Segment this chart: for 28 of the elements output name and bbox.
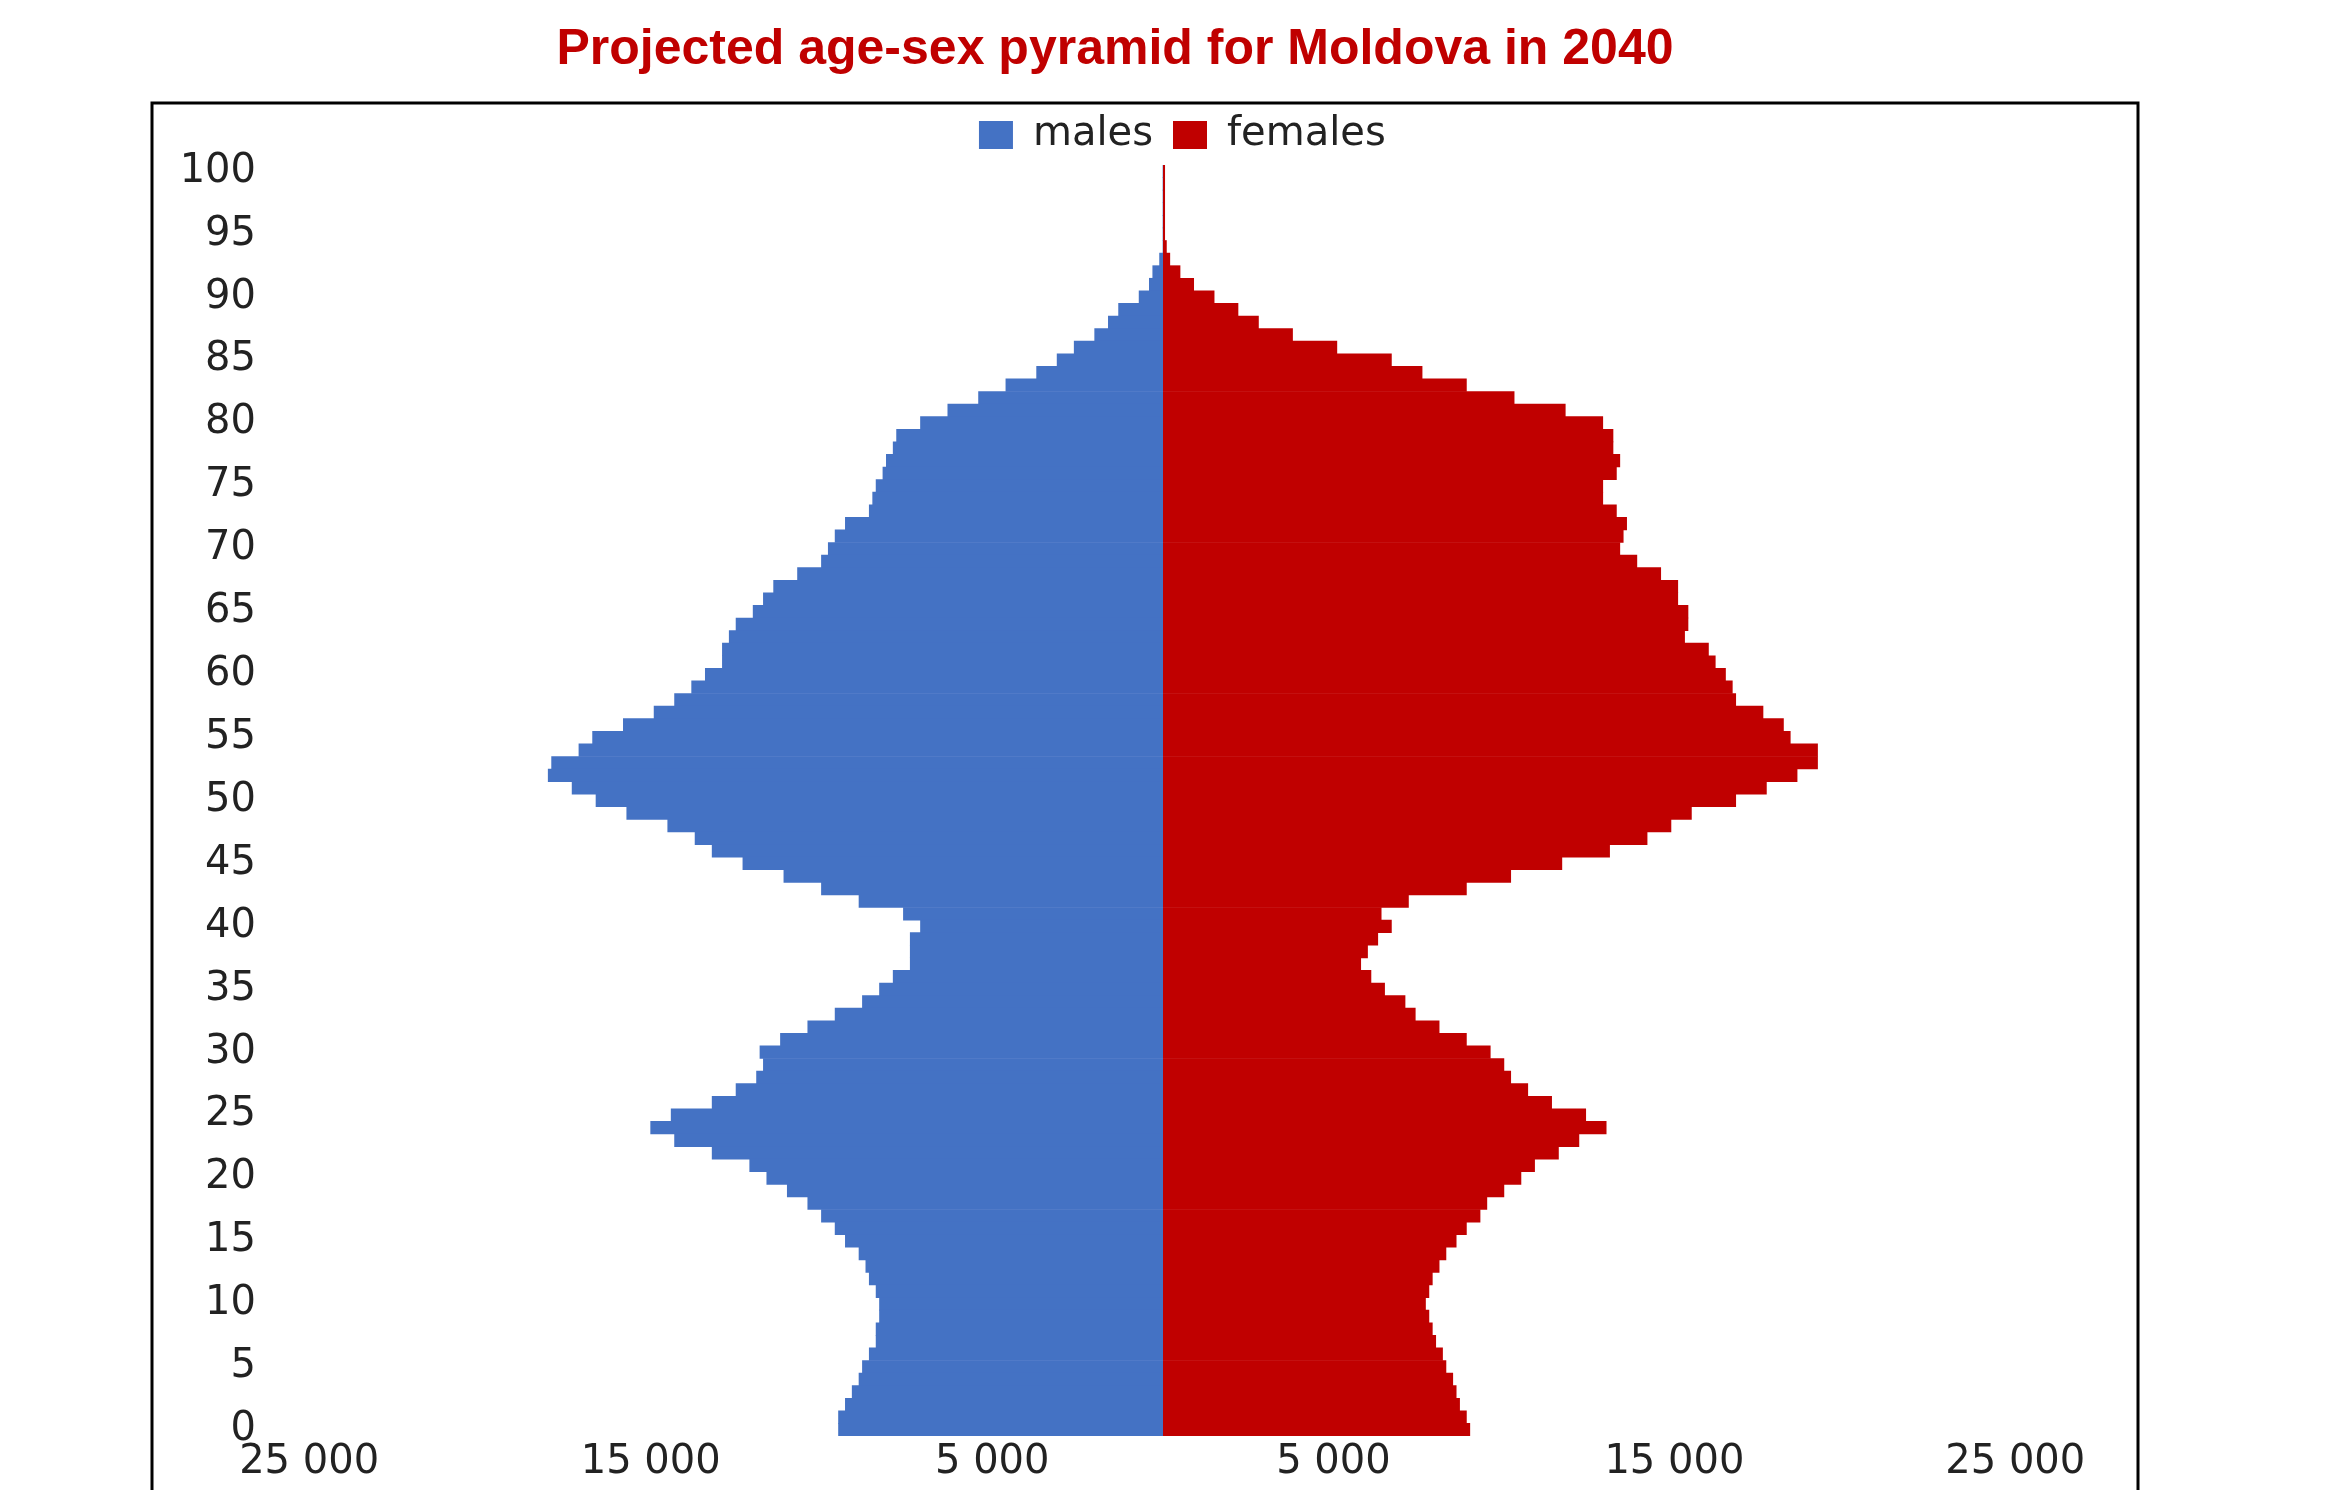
y-tick-label: 40	[205, 899, 256, 946]
y-tick-label: 75	[205, 459, 256, 506]
y-tick-label: 50	[205, 773, 256, 820]
y-tick-label: 60	[205, 648, 256, 695]
y-tick-label: 65	[205, 585, 256, 632]
y-tick-label: 80	[205, 396, 256, 443]
y-tick-label: 45	[205, 836, 256, 883]
x-tick-label: 15 000	[580, 1436, 721, 1483]
y-tick-label: 20	[205, 1151, 256, 1198]
x-tick-label: 5 000	[1276, 1436, 1391, 1483]
legend-label: males	[1032, 108, 1154, 155]
y-tick-label: 85	[205, 333, 256, 380]
x-tick-label: 15 000	[1604, 1436, 1745, 1483]
x-tick-label: 25 000	[1945, 1436, 2086, 1483]
y-tick-label: 5	[230, 1340, 256, 1387]
y-tick-label: 30	[205, 1025, 256, 1072]
y-tick-label: 70	[205, 522, 256, 569]
y-tick-label: 35	[205, 962, 256, 1009]
chart-title: Projected age-sex pyramid for Moldova in 2040	[555, 18, 1675, 77]
legend-label: females	[1227, 108, 1386, 155]
y-tick-label: 55	[205, 710, 256, 757]
y-tick-label: 15	[205, 1214, 256, 1261]
y-tick-label: 25	[205, 1088, 256, 1135]
y-tick-label: 100	[179, 144, 256, 191]
y-tick-label: 10	[205, 1277, 256, 1324]
y-tick-label: 90	[205, 270, 256, 317]
x-tick-label: 5 000	[934, 1436, 1050, 1483]
y-tick-label: 95	[205, 207, 256, 254]
